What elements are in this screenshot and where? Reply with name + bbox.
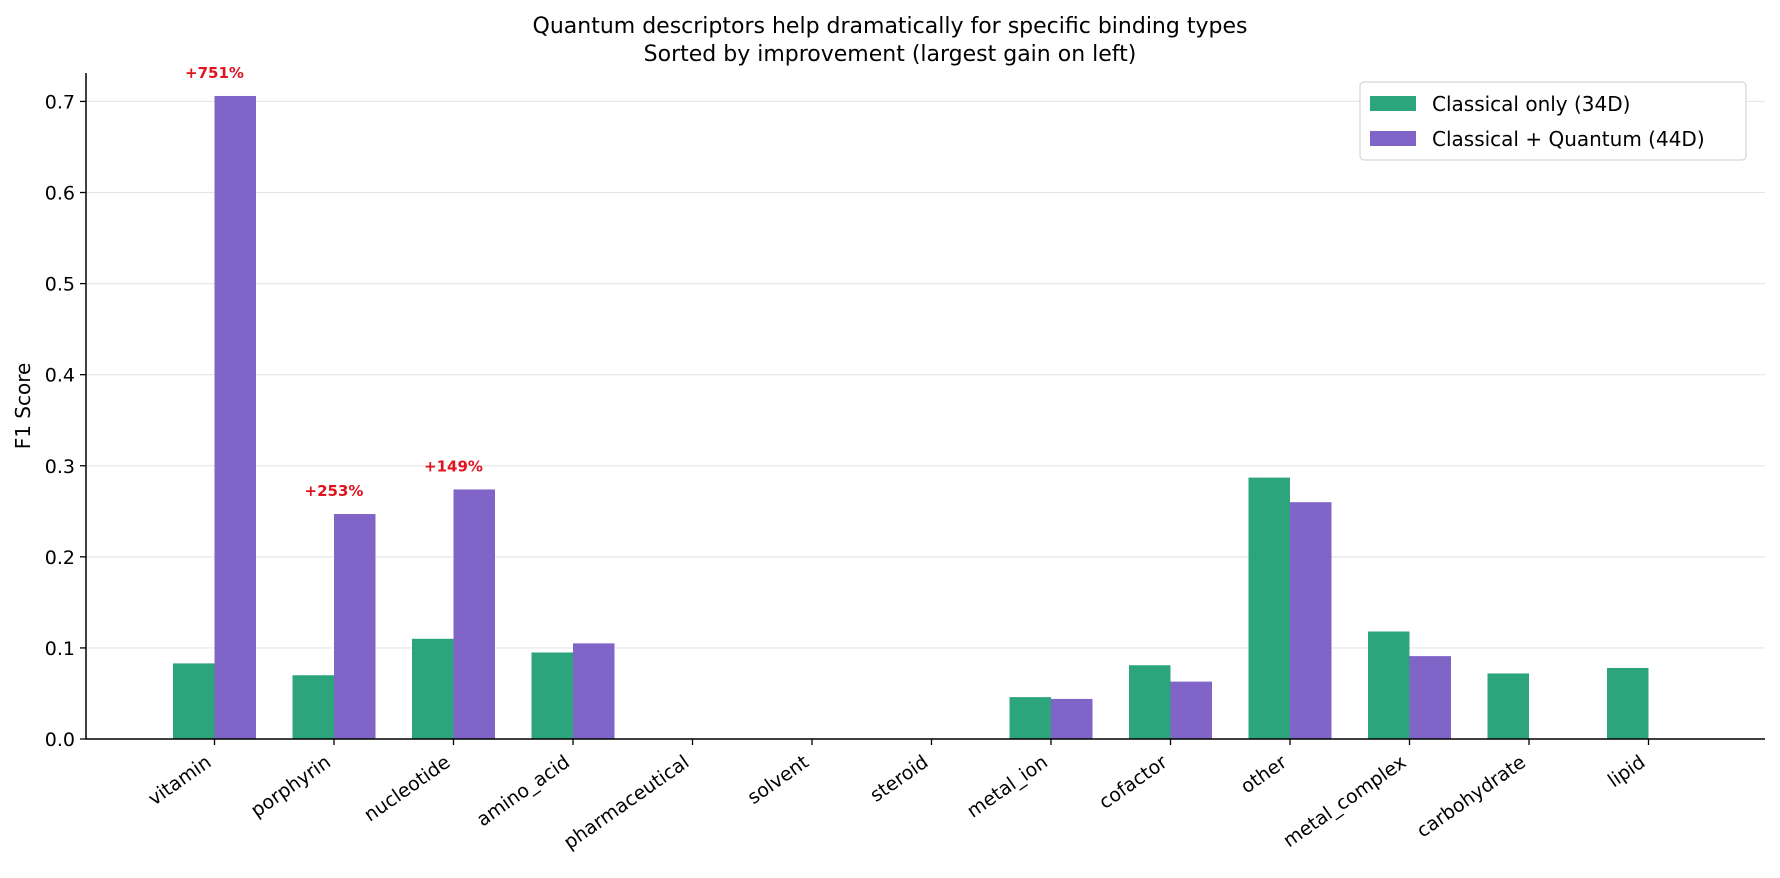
bar-quantum-nucleotide: [453, 489, 495, 739]
annotation-vitamin: +751%: [185, 64, 244, 82]
y-tick-label: 0.5: [45, 274, 75, 296]
x-tick-label-steroid: steroid: [866, 751, 932, 807]
x-tick-label-metal_complex: metal_complex: [1279, 751, 1410, 852]
x-tick-label-vitamin: vitamin: [144, 751, 215, 810]
x-tick-label-other: other: [1237, 751, 1291, 798]
bar-quantum-amino_acid: [573, 643, 615, 739]
y-tick-label: 0.6: [45, 183, 75, 205]
annotation-nucleotide: +149%: [424, 457, 483, 475]
legend: Classical only (34D) Classical + Quantum…: [1359, 81, 1747, 161]
bar-classical-lipid: [1607, 667, 1649, 739]
y-tick-label: 0.3: [45, 456, 75, 478]
bar-classical-other: [1248, 477, 1290, 739]
bar-classical-nucleotide: [412, 638, 454, 739]
y-axis-label: F1 Score: [11, 363, 35, 450]
x-tick-label-carbohydrate: carbohydrate: [1413, 751, 1530, 842]
bar-quantum-cofactor: [1170, 681, 1212, 739]
y-tick-label: 0.2: [45, 547, 75, 569]
bar-classical-metal_ion: [1009, 697, 1051, 739]
legend-swatch-quantum: [1370, 131, 1416, 146]
y-axis-ticks: 0.0 0.1 0.2 0.3 0.4 0.5 0.6 0.7: [45, 91, 86, 751]
bar-classical-metal_complex: [1368, 631, 1410, 739]
bar-quantum-porphyrin: [334, 514, 376, 739]
bar-classical-porphyrin: [292, 675, 334, 739]
bars-group: [173, 95, 1649, 739]
bar-quantum-vitamin: [214, 95, 256, 739]
y-tick-label: 0.4: [45, 365, 75, 387]
x-tick-label-lipid: lipid: [1604, 751, 1649, 792]
axes: [85, 73, 1765, 740]
y-tick-label: 0.1: [45, 638, 75, 660]
y-tick-label: 0.7: [45, 91, 75, 113]
x-tick-label-porphyrin: porphyrin: [247, 751, 335, 822]
bar-classical-carbohydrate: [1487, 673, 1529, 739]
legend-swatch-classical: [1370, 96, 1416, 111]
annotations-group: +751% +253% +149%: [185, 64, 483, 500]
annotation-porphyrin: +253%: [305, 482, 364, 500]
chart-subtitle: Sorted by improvement (largest gain on l…: [644, 42, 1137, 67]
legend-label-quantum: Classical + Quantum (44D): [1432, 127, 1705, 151]
bar-quantum-metal_complex: [1409, 656, 1451, 739]
x-tick-label-solvent: solvent: [744, 751, 813, 809]
bar-quantum-other: [1290, 502, 1332, 739]
x-tick-label-pharmaceutical: pharmaceutical: [560, 751, 694, 854]
x-axis-ticks: vitamin porphyrin nucleotide amino_acidphar…: [144, 739, 1649, 854]
legend-label-classical: Classical only (34D): [1432, 92, 1630, 116]
y-tick-label: 0.0: [45, 729, 75, 751]
x-tick-label-nucleotide: nucleotide: [360, 751, 454, 826]
x-tick-label-amino_acid: amino_acid: [473, 751, 574, 831]
bar-classical-amino_acid: [531, 652, 573, 739]
x-tick-label-cofactor: cofactor: [1095, 751, 1171, 814]
chart-title: Quantum descriptors help dramatically fo…: [533, 14, 1248, 39]
legend-box: [1359, 81, 1747, 161]
bar-classical-cofactor: [1129, 665, 1171, 739]
x-tick-label-metal_ion: metal_ion: [963, 751, 1052, 822]
bar-quantum-metal_ion: [1051, 698, 1093, 739]
bar-classical-vitamin: [173, 663, 215, 739]
